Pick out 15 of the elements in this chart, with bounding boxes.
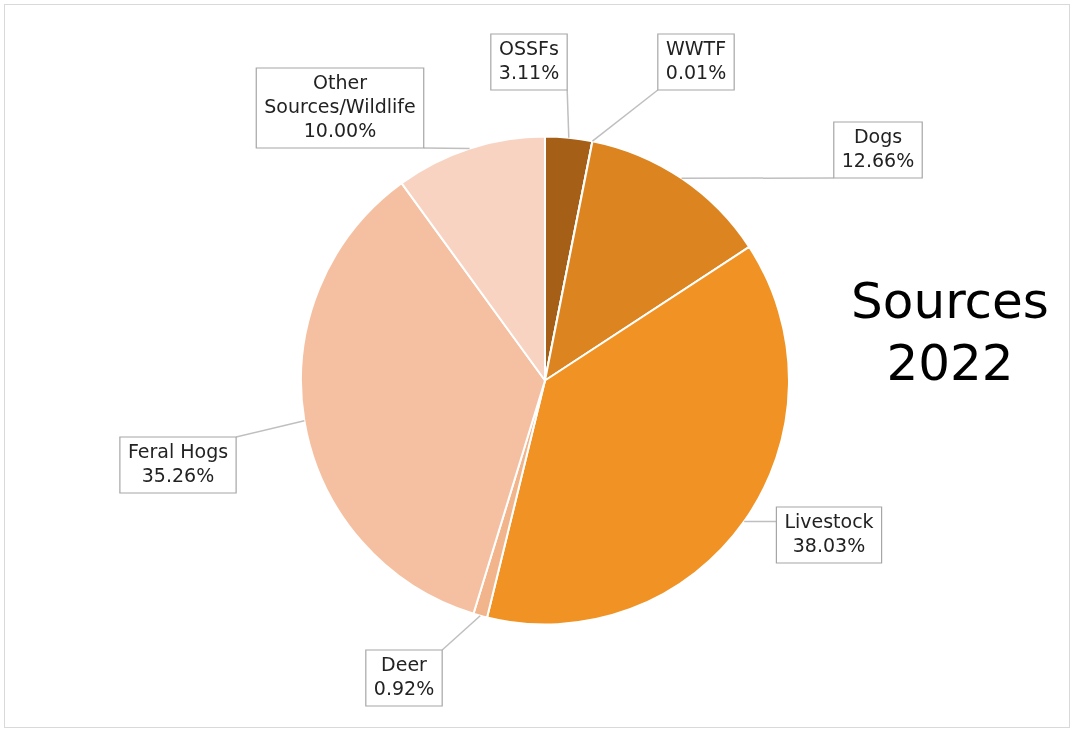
data-label: 35.26% (141, 463, 215, 486)
slice-label: Feral Hogs (127, 439, 229, 462)
slice-label: Livestock (784, 509, 874, 532)
text: Sources 2022 (850, 271, 1050, 394)
data-label: 3.11% (498, 60, 560, 83)
data-label: 38.03% (792, 533, 866, 556)
slice-label: WWTF (665, 36, 727, 59)
data-label: 12.66% (841, 148, 915, 171)
slice-label: Other Sources/Wildlife (264, 70, 416, 117)
data-label: 10.00% (303, 118, 377, 141)
data-label: 0.01% (665, 60, 727, 83)
slice-label: OSSFs (499, 36, 559, 59)
data-label: 0.92% (373, 676, 435, 699)
slice-label: Deer (381, 652, 428, 675)
slice-label: Dogs (853, 124, 903, 147)
